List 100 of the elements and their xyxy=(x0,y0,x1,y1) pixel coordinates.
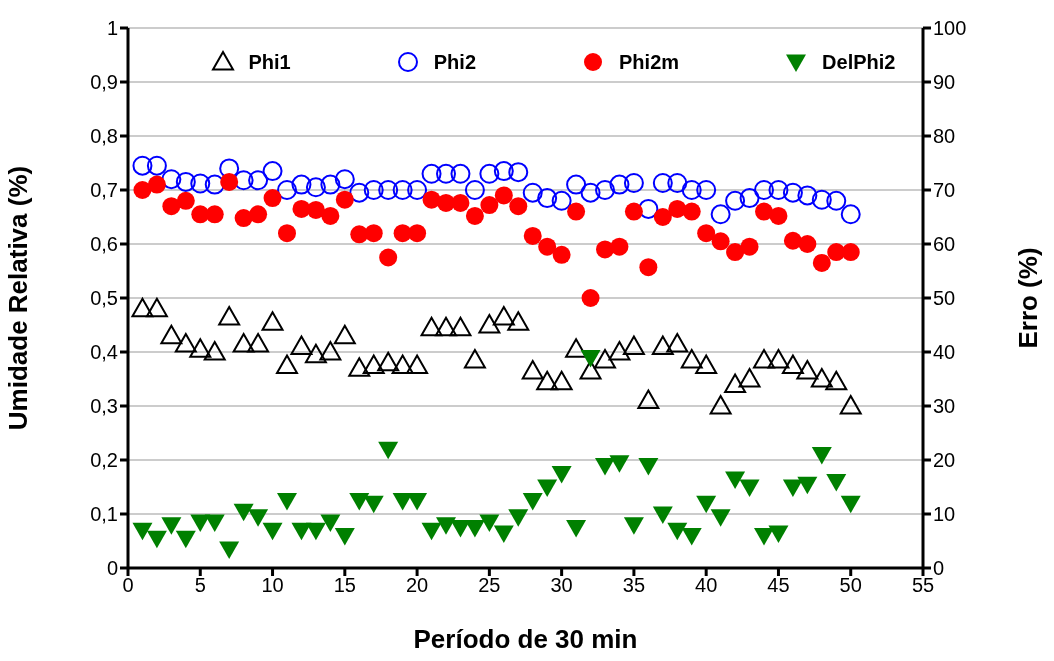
point xyxy=(739,188,760,209)
point xyxy=(609,174,630,195)
y2-tick-label: 10 xyxy=(933,503,956,526)
point xyxy=(680,349,703,369)
point xyxy=(248,170,269,191)
point xyxy=(175,530,196,549)
point xyxy=(523,226,542,245)
point xyxy=(565,338,588,358)
point xyxy=(363,180,384,200)
point xyxy=(334,528,355,546)
point xyxy=(377,351,400,372)
point xyxy=(379,248,398,267)
point xyxy=(537,479,558,497)
point xyxy=(479,163,500,184)
point xyxy=(754,180,774,200)
point xyxy=(566,174,587,195)
point xyxy=(420,316,443,337)
point xyxy=(320,514,341,533)
point xyxy=(697,224,716,243)
point xyxy=(536,370,559,391)
point xyxy=(436,163,456,184)
point xyxy=(781,354,804,374)
y-tick-label: 0,4 xyxy=(90,341,118,364)
point xyxy=(161,169,182,190)
x-tick-label: 5 xyxy=(194,574,206,597)
point xyxy=(839,395,862,415)
point xyxy=(710,204,731,225)
point xyxy=(147,175,166,194)
point xyxy=(622,335,645,356)
point xyxy=(146,155,167,176)
point xyxy=(738,368,761,388)
point xyxy=(406,354,429,374)
point xyxy=(392,180,413,200)
point xyxy=(160,324,183,345)
point xyxy=(767,349,790,369)
point xyxy=(291,522,312,541)
point xyxy=(219,158,240,179)
y2-tick-label: 90 xyxy=(933,71,956,94)
point xyxy=(132,522,153,541)
x-tick-label: 45 xyxy=(767,574,790,597)
y-tick-label: 0,5 xyxy=(90,287,118,310)
point xyxy=(811,447,832,465)
y-tick-label: 0 xyxy=(106,557,118,580)
y2-tick-label: 40 xyxy=(933,341,956,364)
point xyxy=(696,495,717,514)
point xyxy=(840,204,861,225)
y-tick-label: 1 xyxy=(106,17,118,40)
point xyxy=(449,316,472,337)
x-tick-label: 0 xyxy=(122,574,134,597)
point xyxy=(247,332,270,353)
point xyxy=(493,161,514,182)
point xyxy=(132,155,153,176)
y2-tick-label: 100 xyxy=(933,17,967,40)
point xyxy=(176,191,195,210)
point xyxy=(261,311,284,331)
x-tick-label: 30 xyxy=(550,574,573,597)
point xyxy=(248,509,269,527)
point xyxy=(391,354,414,374)
x-tick-label: 20 xyxy=(405,574,429,597)
y-tick-label: 0,1 xyxy=(90,503,118,526)
point xyxy=(580,182,601,203)
point xyxy=(653,208,672,226)
point xyxy=(234,209,253,228)
point xyxy=(637,389,660,410)
legend-label: DelPhi2 xyxy=(822,50,896,74)
point xyxy=(408,224,427,243)
point xyxy=(465,206,484,225)
y2-tick-label: 50 xyxy=(933,287,956,310)
point xyxy=(421,522,442,541)
point xyxy=(711,232,730,251)
point xyxy=(595,457,615,476)
point xyxy=(682,202,701,221)
point xyxy=(695,354,718,374)
point xyxy=(305,177,326,198)
point xyxy=(290,335,313,356)
point xyxy=(783,231,802,250)
point xyxy=(378,441,399,460)
point xyxy=(782,479,803,497)
point xyxy=(638,198,659,219)
point xyxy=(566,520,587,538)
point xyxy=(551,466,572,484)
point xyxy=(651,335,674,356)
point xyxy=(305,522,326,541)
point xyxy=(335,190,354,209)
point xyxy=(609,455,630,473)
point xyxy=(219,541,240,560)
legend-label: Phi2m xyxy=(619,50,680,74)
point xyxy=(463,349,486,369)
point xyxy=(550,370,573,391)
point xyxy=(249,205,268,224)
point xyxy=(639,258,658,277)
point xyxy=(204,514,225,533)
x-axis-title: Período de 30 min xyxy=(413,624,638,654)
point xyxy=(363,495,384,514)
point xyxy=(768,180,789,200)
point xyxy=(348,357,371,377)
point xyxy=(796,359,819,380)
point xyxy=(263,189,282,208)
x-tick-label: 25 xyxy=(478,574,501,597)
point xyxy=(162,197,181,216)
